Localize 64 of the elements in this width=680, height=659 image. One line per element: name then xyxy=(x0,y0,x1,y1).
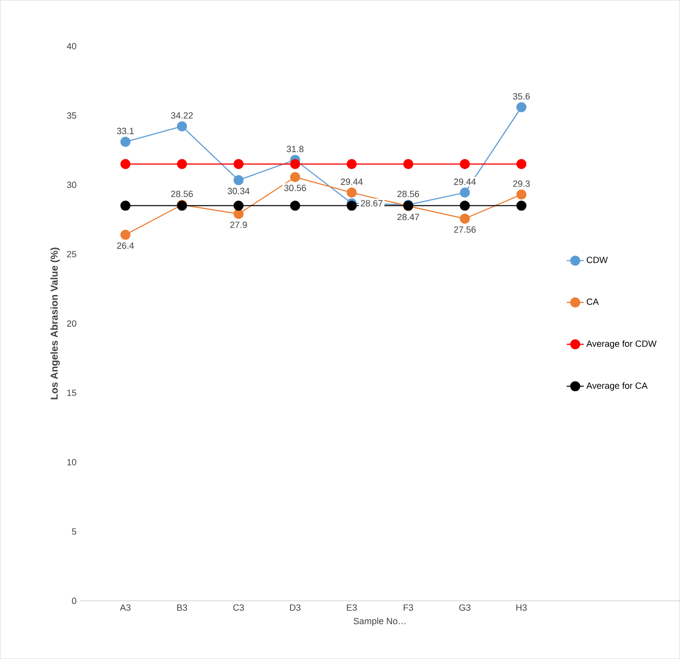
legend-label: Average for CA xyxy=(586,382,648,391)
x-tick-label: A3 xyxy=(120,604,131,611)
point xyxy=(403,158,414,170)
y-tick-label: 30 xyxy=(66,182,76,188)
data-label: 31.8 xyxy=(286,146,304,152)
data-label: 27.9 xyxy=(230,222,247,228)
data-label: 30.34 xyxy=(228,188,250,194)
point xyxy=(516,200,526,211)
point xyxy=(346,158,357,170)
point xyxy=(290,200,300,211)
y-tick-label: 5 xyxy=(72,528,76,535)
point xyxy=(176,158,188,170)
point xyxy=(120,230,130,240)
point xyxy=(460,158,470,170)
y-tick-label: 35 xyxy=(66,112,76,119)
point xyxy=(346,200,357,211)
data-label: 35.6 xyxy=(513,93,530,100)
data-label: 29.44 xyxy=(340,178,363,185)
x-tick-label: G3 xyxy=(459,604,470,611)
point xyxy=(460,200,470,211)
point xyxy=(120,136,130,147)
data-label: 30.56 xyxy=(284,184,306,192)
data-label: 27.56 xyxy=(454,226,476,233)
point xyxy=(234,158,244,170)
point xyxy=(460,214,470,224)
data-label: 28.56 xyxy=(171,190,193,198)
y-tick-label: 40 xyxy=(66,42,76,50)
y-tick-label: 15 xyxy=(67,390,76,396)
y-axis-title: Los Angeles Abrasion Value (%) xyxy=(50,248,60,400)
point xyxy=(516,158,526,170)
point xyxy=(176,121,188,132)
point xyxy=(516,102,526,112)
data-label: 26.4 xyxy=(117,242,134,249)
data-label: 28.56 xyxy=(397,190,420,198)
data-label: 29.44 xyxy=(454,178,476,185)
y-tick-label: 10 xyxy=(67,458,76,466)
data-label: 29.3 xyxy=(513,180,530,187)
x-tick-label: H3 xyxy=(516,604,527,611)
x-tick-label: B3 xyxy=(177,604,188,611)
data-label: 33.1 xyxy=(117,128,134,134)
point xyxy=(290,172,300,182)
x-tick-label: D3 xyxy=(290,604,300,611)
point xyxy=(234,200,244,211)
point xyxy=(460,188,470,198)
legend-label: CDW xyxy=(586,256,608,264)
point xyxy=(516,189,526,200)
point xyxy=(346,188,357,198)
x-axis-title: Sample No… xyxy=(354,618,406,626)
y-tick-label: 20 xyxy=(67,320,76,327)
point xyxy=(120,200,130,211)
point xyxy=(120,158,130,170)
x-tick-label: E3 xyxy=(346,604,357,611)
data-label: 28.47 xyxy=(397,214,420,220)
x-tick-label: F3 xyxy=(404,604,414,611)
data-label: 34.22 xyxy=(171,112,193,119)
legend-label: Average for CDW xyxy=(586,340,657,349)
y-tick-label: 0 xyxy=(72,598,76,604)
point xyxy=(234,175,244,186)
point xyxy=(234,208,244,219)
x-tick-label: C3 xyxy=(233,604,244,611)
point xyxy=(290,158,300,170)
y-tick-label: 25 xyxy=(67,250,76,258)
data-label: 28.67 xyxy=(360,200,382,206)
legend-label: CA xyxy=(586,298,599,305)
